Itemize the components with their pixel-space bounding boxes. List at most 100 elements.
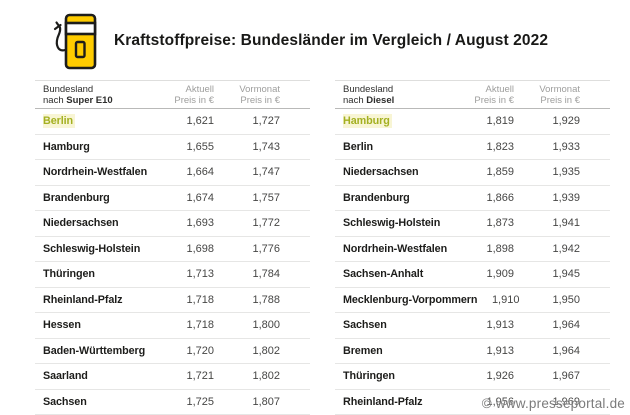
price-previous: 1,743 — [214, 141, 280, 153]
table-row: Schleswig-Holstein 1,873 1,941 — [335, 211, 610, 237]
state-column-header-line2: nach Super E10 — [43, 96, 156, 107]
state-name: Saarland — [43, 370, 88, 382]
price-previous: 1,964 — [514, 319, 580, 331]
price-previous: 1,802 — [214, 345, 280, 357]
state-name-cell: Brandenburg — [43, 192, 156, 204]
price-current: 1,718 — [156, 294, 214, 306]
price-current: 1,819 — [456, 115, 514, 127]
price-previous: 1,784 — [214, 268, 280, 280]
state-name: Thüringen — [343, 370, 395, 382]
price-table-super-e10: Bundesland nach Super E10 Aktuell Preis … — [35, 80, 310, 415]
table-row: Thüringen 1,926 1,967 — [335, 364, 610, 390]
state-name-cell: Hamburg — [43, 141, 156, 153]
state-name-cell: Mecklenburg-Vorpommern — [343, 294, 466, 306]
state-name-cell: Rheinland-Pfalz — [43, 294, 156, 306]
state-name-cell: Niedersachsen — [43, 217, 156, 229]
price-current: 1,898 — [456, 243, 514, 255]
price-current: 1,621 — [156, 115, 214, 127]
table-row: Schleswig-Holstein 1,698 1,776 — [35, 237, 310, 263]
state-name: Niedersachsen — [343, 166, 419, 178]
page-title: Kraftstoffpreise: Bundesländer im Vergle… — [114, 32, 548, 50]
price-current: 1,664 — [156, 166, 214, 178]
table-row: Hessen 1,718 1,800 — [35, 313, 310, 339]
state-name-cell: Schleswig-Holstein — [343, 217, 456, 229]
state-name: Sachsen — [43, 396, 87, 408]
price-current: 1,823 — [456, 141, 514, 153]
table-row: Niedersachsen 1,859 1,935 — [335, 160, 610, 186]
state-column-header: Bundesland nach Diesel — [343, 85, 456, 106]
fuel-type-label: Diesel — [366, 95, 394, 106]
state-name: Berlin — [43, 114, 75, 128]
state-name-cell: Schleswig-Holstein — [43, 243, 156, 255]
price-previous: 1,772 — [214, 217, 280, 229]
price-current: 1,655 — [156, 141, 214, 153]
price-previous: 1,802 — [214, 370, 280, 382]
state-name-cell: Rheinland-Pfalz — [343, 396, 456, 408]
price-previous: 1,950 — [519, 294, 580, 306]
price-previous: 1,939 — [514, 192, 580, 204]
state-name-cell: Brandenburg — [343, 192, 456, 204]
state-name: Rheinland-Pfalz — [343, 396, 422, 408]
table-row: Mecklenburg-Vorpommern 1,910 1,950 — [335, 288, 610, 314]
table-row: Sachsen-Anhalt 1,909 1,945 — [335, 262, 610, 288]
price-previous: 1,788 — [214, 294, 280, 306]
fuel-type-label: Super E10 — [66, 95, 112, 106]
state-name-cell: Saarland — [43, 370, 156, 382]
table-row: Brandenburg 1,674 1,757 — [35, 186, 310, 212]
price-current: 1,866 — [456, 192, 514, 204]
state-name-cell: Berlin — [343, 141, 456, 153]
price-previous: 1,935 — [514, 166, 580, 178]
state-name: Schleswig-Holstein — [343, 217, 440, 229]
table-row: Hamburg 1,655 1,743 — [35, 135, 310, 161]
price-previous: 1,969 — [514, 396, 580, 408]
state-name: Brandenburg — [343, 192, 410, 204]
table-row: Berlin 1,823 1,933 — [335, 135, 610, 161]
header: Kraftstoffpreise: Bundesländer im Vergle… — [52, 12, 610, 70]
state-name: Niedersachsen — [43, 217, 119, 229]
state-name: Sachsen — [343, 319, 387, 331]
price-current: 1,910 — [466, 294, 519, 306]
state-column-header: Bundesland nach Super E10 — [43, 85, 156, 106]
state-name: Baden-Württemberg — [43, 345, 145, 357]
table-row: Rheinland-Pfalz 1,718 1,788 — [35, 288, 310, 314]
price-previous: 1,941 — [514, 217, 580, 229]
state-name: Nordrhein-Westfalen — [43, 166, 147, 178]
price-current: 1,909 — [456, 268, 514, 280]
state-name-cell: Bremen — [343, 345, 456, 357]
state-name: Nordrhein-Westfalen — [343, 243, 447, 255]
price-current: 1,926 — [456, 370, 514, 382]
state-name-cell: Nordrhein-Westfalen — [343, 243, 456, 255]
state-name: Hamburg — [343, 114, 392, 128]
table-row: Saarland 1,721 1,802 — [35, 364, 310, 390]
table-body: Hamburg 1,819 1,929 Berlin 1,823 1,933 N… — [335, 109, 610, 415]
table-row: Niedersachsen 1,693 1,772 — [35, 211, 310, 237]
column-header-row: Bundesland nach Diesel Aktuell Preis in … — [335, 80, 610, 109]
previous-price-column-header: Vormonat Preis in € — [514, 85, 580, 106]
state-name: Mecklenburg-Vorpommern — [343, 294, 477, 306]
price-previous: 1,942 — [514, 243, 580, 255]
table-body: Berlin 1,621 1,727 Hamburg 1,655 1,743 N… — [35, 109, 310, 415]
current-price-column-header: Aktuell Preis in € — [156, 85, 214, 106]
fuel-pump-icon — [52, 12, 98, 70]
table-row: Sachsen 1,725 1,807 — [35, 390, 310, 415]
price-previous: 1,807 — [214, 396, 280, 408]
table-row: Bremen 1,913 1,964 — [335, 339, 610, 365]
table-row: Nordrhein-Westfalen 1,898 1,942 — [335, 237, 610, 263]
price-previous: 1,945 — [514, 268, 580, 280]
table-row: Thüringen 1,713 1,784 — [35, 262, 310, 288]
state-name-cell: Berlin — [43, 115, 156, 127]
price-current: 1,956 — [456, 396, 514, 408]
state-name: Brandenburg — [43, 192, 110, 204]
state-name-cell: Sachsen — [343, 319, 456, 331]
price-previous: 1,933 — [514, 141, 580, 153]
tables-container: Bundesland nach Super E10 Aktuell Preis … — [35, 80, 610, 415]
state-name-cell: Sachsen-Anhalt — [343, 268, 456, 280]
price-current: 1,913 — [456, 319, 514, 331]
state-name: Sachsen-Anhalt — [343, 268, 423, 280]
table-row: Nordrhein-Westfalen 1,664 1,747 — [35, 160, 310, 186]
state-name: Berlin — [343, 141, 373, 153]
state-name: Hessen — [43, 319, 81, 331]
price-current: 1,698 — [156, 243, 214, 255]
price-current: 1,725 — [156, 396, 214, 408]
state-name-cell: Nordrhein-Westfalen — [43, 166, 156, 178]
